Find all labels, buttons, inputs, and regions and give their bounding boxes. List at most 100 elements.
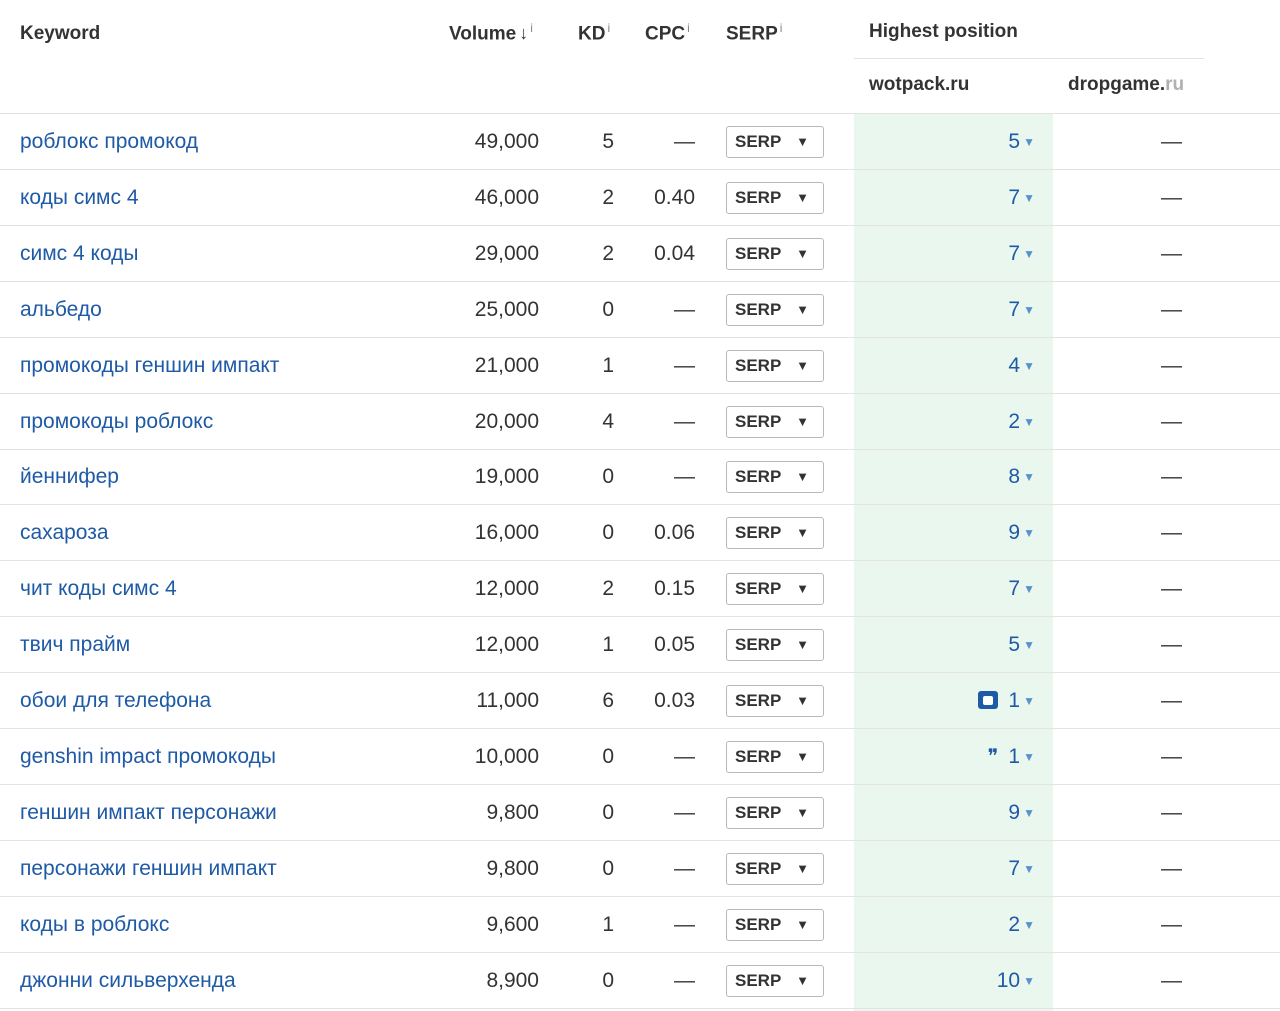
- position-value[interactable]: 7 ▼: [1008, 577, 1035, 601]
- info-icon[interactable]: i: [779, 21, 783, 35]
- position-caret-icon: ▼: [1023, 694, 1035, 708]
- volume-value: 49,000: [474, 130, 539, 153]
- keyword-link[interactable]: йеннифер: [20, 465, 119, 489]
- volume-value: 19,000: [474, 465, 539, 489]
- volume-value: 10,000: [474, 744, 539, 768]
- serp-dropdown-button[interactable]: SERP ▼: [726, 293, 824, 326]
- cpc-value: 0.40: [654, 185, 695, 209]
- serp-dropdown-button[interactable]: SERP ▼: [726, 740, 824, 773]
- position-value[interactable]: 7 ▼: [1008, 856, 1035, 880]
- volume-value: 29,000: [474, 241, 539, 265]
- serp-dropdown-button[interactable]: SERP ▼: [726, 685, 824, 717]
- info-icon[interactable]: i: [530, 21, 533, 35]
- serp-dropdown-button[interactable]: SERP ▼: [726, 126, 824, 158]
- keyword-link[interactable]: симс 4 коды: [20, 241, 139, 265]
- serp-dropdown-button[interactable]: SERP ▼: [726, 573, 824, 606]
- position-value[interactable]: ❞ 1 ▼: [988, 729, 1035, 785]
- position-caret-icon: ▼: [1023, 861, 1035, 876]
- keyword-link[interactable]: обои для телефона: [20, 689, 212, 712]
- position-value[interactable]: 10 ▼: [996, 968, 1035, 992]
- keyword-link[interactable]: промокоды роблокс: [20, 409, 214, 433]
- serp-dropdown-button[interactable]: SERP ▼: [726, 181, 824, 214]
- cpc-value: —: [674, 130, 695, 153]
- keyword-link[interactable]: коды симс 4: [20, 185, 139, 209]
- cpc-value: 0.03: [654, 689, 695, 712]
- dropgame-position-value: —: [1161, 521, 1182, 545]
- cpc-value: —: [674, 409, 695, 433]
- column-header-volume[interactable]: Volume ↓ i: [449, 21, 533, 45]
- serp-dropdown-button[interactable]: SERP ▼: [726, 349, 824, 382]
- position-value[interactable]: 5 ▼: [1008, 633, 1035, 657]
- cpc-value: —: [674, 465, 695, 489]
- position-value[interactable]: 2 ▼: [1008, 409, 1035, 433]
- caret-down-icon: ▼: [796, 860, 809, 876]
- serp-dropdown-button[interactable]: SERP ▼: [726, 517, 824, 550]
- serp-dropdown-button[interactable]: SERP ▼: [726, 405, 824, 438]
- kd-value: 0: [602, 744, 614, 768]
- column-header-dropgame[interactable]: dropgame.ru: [1068, 74, 1185, 95]
- position-value[interactable]: 9 ▼: [1008, 800, 1035, 824]
- position-value[interactable]: 8 ▼: [1008, 465, 1035, 489]
- column-header-kd[interactable]: KD i: [578, 21, 611, 45]
- caret-down-icon: ▼: [796, 637, 809, 653]
- table-row: твич прайм 12,000 1 0.05 SERP ▼ 5 ▼ —: [0, 617, 1280, 674]
- keyword-link[interactable]: альбедо: [20, 297, 102, 321]
- table-row: genshin impact промокоды 10,000 0 — SERP…: [0, 729, 1280, 785]
- serp-dropdown-button[interactable]: SERP ▼: [726, 796, 824, 829]
- column-header-serp[interactable]: SERP i: [726, 21, 783, 45]
- serp-dropdown-button[interactable]: SERP ▼: [726, 852, 824, 885]
- table-row: промокоды геншин импакт 21,000 1 — SERP ▼…: [0, 338, 1280, 394]
- keyword-link[interactable]: коды в роблокс: [20, 912, 170, 936]
- cpc-value: —: [674, 353, 695, 377]
- column-header-highest-position: Highest position: [869, 21, 1018, 42]
- position-value[interactable]: 5 ▼: [1008, 130, 1035, 153]
- position-value[interactable]: 1 ▼: [978, 673, 1035, 729]
- position-caret-icon: ▼: [1023, 805, 1035, 820]
- table-row: обои для телефона 11,000 6 0.03 SERP ▼ 1 ▼…: [0, 673, 1280, 729]
- keyword-link[interactable]: твич прайм: [20, 633, 131, 657]
- kd-value: 0: [602, 968, 614, 992]
- caret-down-icon: ▼: [796, 245, 809, 261]
- serp-dropdown-button[interactable]: SERP ▼: [726, 237, 824, 270]
- keyword-link[interactable]: сахароза: [20, 521, 109, 545]
- position-value[interactable]: 9 ▼: [1008, 521, 1035, 545]
- column-header-keyword[interactable]: Keyword: [20, 23, 101, 44]
- column-header-wotpack[interactable]: wotpack.ru: [869, 74, 970, 95]
- keyword-link[interactable]: чит коды симс 4: [20, 577, 177, 601]
- keyword-link[interactable]: джонни сильверхенда: [20, 968, 236, 992]
- position-caret-icon: ▼: [1023, 749, 1035, 764]
- keyword-link[interactable]: роблокс промокод: [20, 130, 199, 153]
- cpc-value: —: [674, 912, 695, 936]
- position-value[interactable]: 4 ▼: [1008, 353, 1035, 377]
- cpc-value: 0.06: [654, 521, 695, 545]
- serp-dropdown-button[interactable]: SERP ▼: [726, 461, 824, 494]
- column-header-cpc[interactable]: CPC i: [645, 21, 690, 45]
- kd-value: 0: [602, 521, 614, 545]
- position-caret-icon: ▼: [1023, 973, 1035, 988]
- keyword-link[interactable]: персонажи геншин импакт: [20, 856, 277, 880]
- info-icon[interactable]: i: [607, 21, 611, 35]
- position-caret-icon: ▼: [1023, 302, 1035, 317]
- dropgame-position-value: —: [1161, 912, 1182, 936]
- serp-dropdown-button[interactable]: SERP ▼: [726, 908, 824, 941]
- serp-dropdown-button[interactable]: SERP ▼: [726, 629, 824, 662]
- kd-value: 0: [602, 800, 614, 824]
- position-caret-icon: ▼: [1023, 414, 1035, 429]
- serp-dropdown-button[interactable]: SERP ▼: [726, 964, 824, 997]
- volume-value: 12,000: [474, 633, 539, 657]
- keyword-link[interactable]: промокоды геншин импакт: [20, 353, 280, 377]
- kd-value: 2: [602, 241, 614, 265]
- caret-down-icon: ▼: [796, 804, 809, 820]
- caret-down-icon: ▼: [796, 525, 809, 541]
- keyword-link[interactable]: геншин импакт персонажи: [20, 800, 277, 824]
- position-caret-icon: ▼: [1023, 638, 1035, 653]
- position-value[interactable]: 7 ▼: [1008, 297, 1035, 321]
- dropgame-position-value: —: [1161, 577, 1182, 601]
- position-caret-icon: ▼: [1023, 190, 1035, 205]
- position-value[interactable]: 7 ▼: [1008, 241, 1035, 265]
- position-value[interactable]: 7 ▼: [1008, 185, 1035, 209]
- keyword-link[interactable]: genshin impact промокоды: [20, 744, 276, 768]
- position-value[interactable]: 2 ▼: [1008, 912, 1035, 936]
- image-pack-icon: [978, 691, 999, 709]
- info-icon[interactable]: i: [687, 21, 690, 35]
